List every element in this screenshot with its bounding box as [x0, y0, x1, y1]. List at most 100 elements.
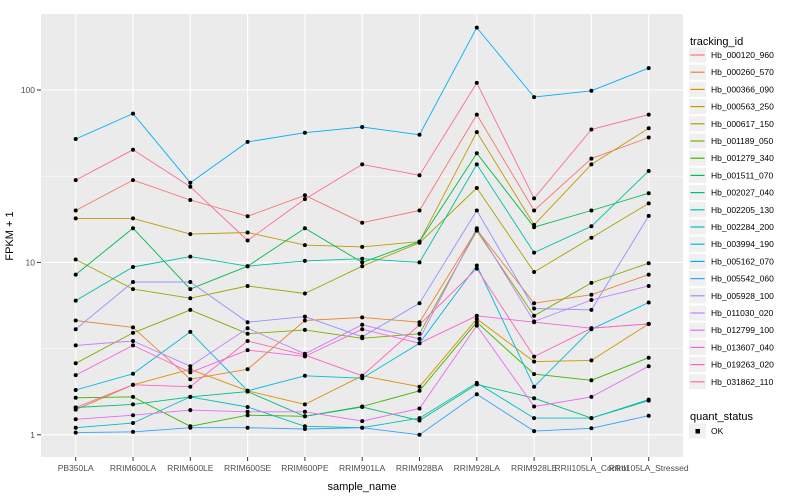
- data-point: [360, 220, 365, 225]
- data-point: [417, 388, 422, 393]
- legend-entry-label: Hb_000120_960: [711, 50, 774, 60]
- data-point: [360, 125, 365, 129]
- data-point: [131, 382, 135, 387]
- data-point: [360, 373, 365, 378]
- data-point: [188, 394, 193, 399]
- data-point: [532, 372, 537, 377]
- data-point: [474, 313, 479, 318]
- legend-shape-entry-label: OK: [711, 426, 724, 436]
- data-point: [73, 298, 78, 303]
- x-tick-label: RRIM901LA: [339, 463, 386, 473]
- data-point: [474, 208, 479, 213]
- data-point: [360, 419, 365, 424]
- data-point: [73, 272, 78, 277]
- x-tick-label: RRIM600PE: [281, 463, 329, 473]
- legend: Hb_000120_960 Hb_000260_570 Hb_000366_090 H…: [689, 47, 774, 439]
- data-point: [73, 361, 78, 366]
- y-axis-title: FPKM + 1: [4, 211, 16, 260]
- data-point: [532, 313, 537, 318]
- data-point: [589, 426, 594, 431]
- data-point: [532, 196, 537, 201]
- data-point: [188, 180, 193, 185]
- data-point: [532, 384, 537, 389]
- data-point: [131, 394, 135, 399]
- data-point: [589, 394, 594, 399]
- data-point: [360, 162, 365, 167]
- data-point: [589, 280, 594, 285]
- data-point: [188, 329, 193, 334]
- data-point: [188, 254, 193, 259]
- data-point: [131, 343, 135, 348]
- data-point: [73, 343, 78, 348]
- gridlines: [41, 14, 683, 457]
- data-point: [646, 321, 651, 326]
- data-point: [646, 112, 651, 117]
- data-point: [245, 388, 250, 393]
- data-point: [646, 261, 651, 266]
- data-point: [188, 287, 193, 292]
- x-tick-label: RRIM928BA: [396, 463, 444, 473]
- data-point: [302, 327, 307, 332]
- data-point: [417, 331, 422, 336]
- data-point: [188, 184, 193, 189]
- data-point: [245, 238, 250, 243]
- data-point: [474, 320, 479, 325]
- data-point: [646, 300, 651, 305]
- data-point: [131, 216, 135, 221]
- legend-entry-label: Hb_002284_200: [711, 222, 774, 232]
- data-point: [302, 226, 307, 231]
- data-point: [360, 315, 365, 320]
- data-point: [589, 156, 594, 161]
- data-point: [360, 327, 365, 332]
- data-point: [73, 395, 78, 400]
- data-point: [245, 326, 250, 331]
- y-tick-label: 1: [30, 430, 35, 440]
- data-point: [474, 112, 479, 117]
- x-tick-label: RRIM928LA: [454, 463, 501, 473]
- data-point: [245, 405, 250, 409]
- data-point: [73, 137, 78, 141]
- data-point: [646, 169, 651, 173]
- data-point: [73, 405, 78, 410]
- data-point: [73, 178, 78, 183]
- data-point: [474, 186, 479, 190]
- data-point: [188, 367, 193, 372]
- data-point: [188, 377, 193, 382]
- legend-entry-label: Hb_001189_050: [711, 136, 774, 146]
- data-point: [360, 322, 365, 327]
- data-point: [646, 135, 651, 140]
- data-point: [417, 322, 422, 327]
- legend-entry-label: Hb_005928_100: [711, 291, 774, 301]
- data-point: [532, 359, 537, 364]
- data-point: [302, 197, 307, 202]
- data-point: [360, 264, 365, 269]
- data-point: [188, 408, 193, 413]
- data-point: [589, 298, 594, 302]
- data-point: [589, 162, 594, 167]
- data-point: [188, 370, 193, 375]
- data-point: [474, 380, 479, 385]
- data-point: [417, 432, 422, 437]
- data-point: [474, 392, 479, 397]
- data-point: [245, 284, 250, 288]
- legend-entry-label: Hb_031862_110: [711, 377, 774, 387]
- data-point: [245, 425, 250, 430]
- data-point: [532, 250, 537, 255]
- data-point: [73, 425, 78, 430]
- data-point: [302, 427, 307, 431]
- data-point: [245, 139, 250, 144]
- data-point: [532, 225, 537, 230]
- data-point: [646, 66, 651, 71]
- data-point: [646, 355, 651, 360]
- data-point: [131, 280, 135, 284]
- y-tick-label: 100: [21, 85, 35, 95]
- data-point: [302, 409, 307, 414]
- data-point: [417, 173, 422, 178]
- data-point: [532, 270, 537, 274]
- data-point: [589, 326, 594, 331]
- legend-entry-label: Hb_005542_060: [711, 274, 774, 284]
- data-point: [245, 367, 250, 372]
- legend-color-title: tracking_id: [690, 36, 743, 48]
- data-point: [302, 258, 307, 263]
- data-point: [73, 208, 78, 213]
